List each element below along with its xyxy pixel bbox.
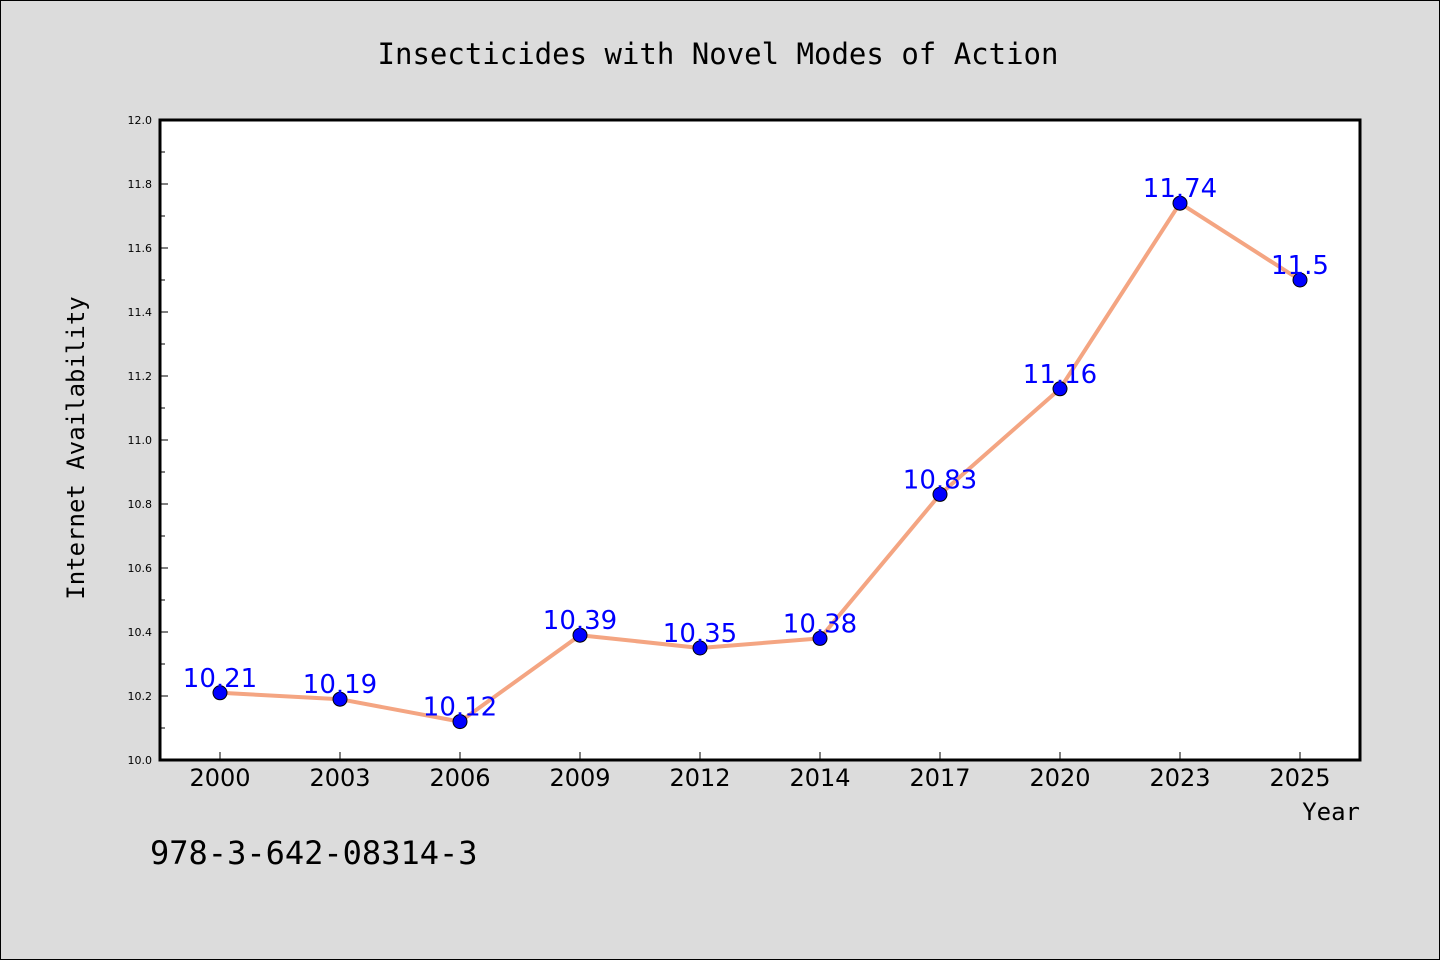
x-tick-label: 2012 bbox=[669, 764, 730, 792]
isbn-annotation: 978-3-642-08314-3 bbox=[150, 834, 478, 872]
data-labels: 10.21 10.19 10.12 10.39 10.35 10.38 10.83 11.16… bbox=[183, 174, 1329, 722]
x-axis: 2000 2003 2006 2009 2012 2014 2017 2020 2023 2025 bbox=[189, 752, 1331, 792]
y-tick-label: 11.6 bbox=[128, 242, 153, 255]
y-tick-label: 11.4 bbox=[128, 306, 153, 319]
data-label: 10.39 bbox=[543, 606, 617, 636]
y-tick-label: 10.6 bbox=[128, 562, 153, 575]
y-tick-label: 11.0 bbox=[128, 434, 153, 447]
data-label: 11.5 bbox=[1271, 251, 1329, 281]
y-axis-label: Internet Availability bbox=[62, 296, 90, 599]
data-point bbox=[212, 685, 228, 701]
x-tick-label: 2017 bbox=[909, 764, 970, 792]
data-point bbox=[1292, 272, 1308, 288]
data-point bbox=[1172, 195, 1188, 211]
x-tick-label: 2006 bbox=[429, 764, 490, 792]
x-axis-label: Year bbox=[1302, 798, 1360, 826]
data-point bbox=[1052, 381, 1068, 397]
y-tick-label: 12.0 bbox=[128, 114, 153, 127]
data-label: 10.12 bbox=[423, 693, 497, 723]
data-label: 10.19 bbox=[303, 670, 377, 700]
chart-title: Insecticides with Novel Modes of Action bbox=[378, 37, 1059, 71]
data-label: 11.16 bbox=[1023, 360, 1097, 390]
y-tick-label: 11.2 bbox=[128, 370, 153, 383]
data-point bbox=[932, 486, 948, 502]
y-tick-label: 10.4 bbox=[128, 626, 153, 639]
series-line bbox=[219, 201, 1302, 724]
y-tick-label: 11.8 bbox=[128, 178, 153, 191]
data-point bbox=[452, 714, 468, 730]
y-tick-label: 10.8 bbox=[128, 498, 153, 511]
data-point bbox=[692, 640, 708, 656]
x-tick-label: 2009 bbox=[549, 764, 610, 792]
x-tick-label: 2023 bbox=[1149, 764, 1210, 792]
x-tick-label: 2000 bbox=[189, 764, 250, 792]
data-point bbox=[572, 627, 588, 643]
x-tick-label: 2020 bbox=[1029, 764, 1090, 792]
y-tick-label: 10.2 bbox=[128, 690, 153, 703]
y-tick-label: 10.0 bbox=[128, 754, 153, 767]
data-label: 10.38 bbox=[783, 609, 857, 639]
data-label: 10.35 bbox=[663, 619, 737, 649]
data-label: 10.21 bbox=[183, 664, 257, 694]
plot-area bbox=[158, 118, 1362, 762]
x-tick-label: 2003 bbox=[309, 764, 370, 792]
data-point bbox=[332, 691, 348, 707]
y-axis: 10.0 10.2 10.4 10.6 10.8 11.0 11.2 11.4 11.6 11.8… bbox=[128, 114, 168, 767]
x-tick-label: 2025 bbox=[1269, 764, 1330, 792]
data-label: 10.83 bbox=[903, 465, 977, 495]
x-tick-label: 2014 bbox=[789, 764, 850, 792]
data-point bbox=[812, 630, 828, 646]
data-label: 11.74 bbox=[1143, 174, 1217, 204]
series bbox=[212, 195, 1308, 730]
